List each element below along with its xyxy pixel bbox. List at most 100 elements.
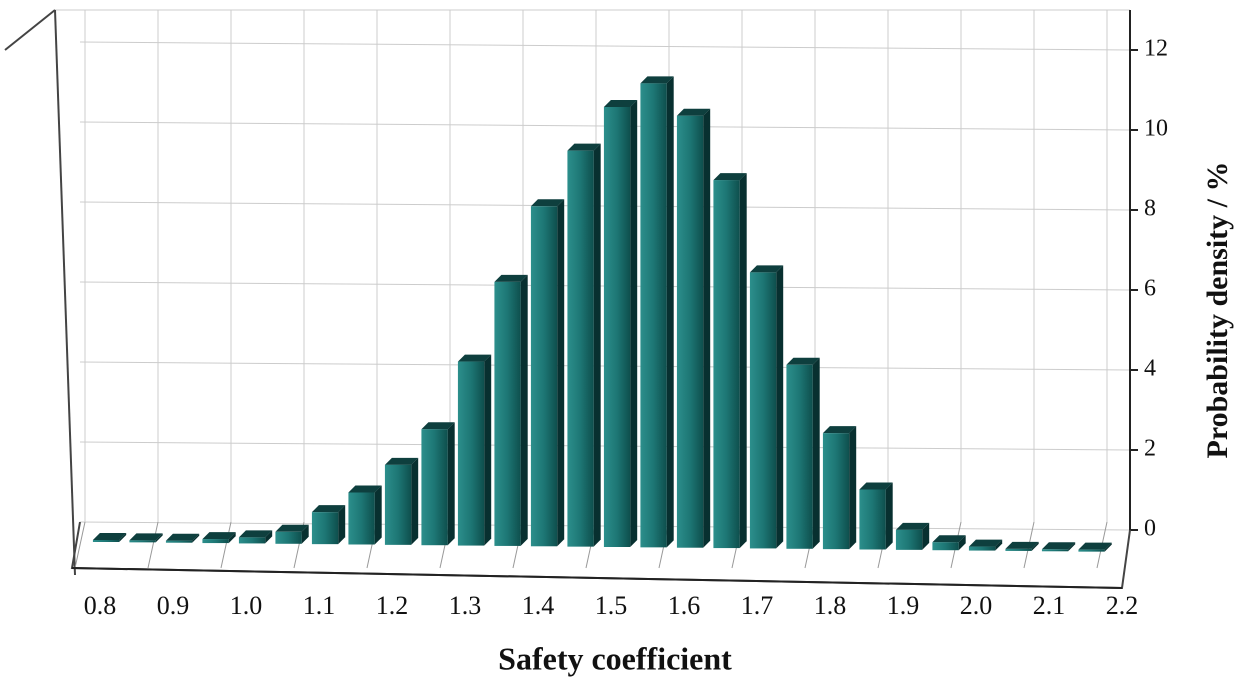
bar-top	[238, 530, 273, 538]
bar	[603, 107, 631, 547]
x-tick-label: 2.2	[1106, 591, 1139, 620]
bar	[968, 546, 996, 551]
bar-top	[457, 354, 492, 362]
bar	[1005, 548, 1032, 551]
bar-side	[265, 530, 273, 544]
bar-side	[338, 505, 346, 545]
y-axis-title: Probability density / %	[1201, 162, 1234, 459]
bar-side	[849, 426, 857, 550]
bar	[822, 433, 850, 550]
bar-top	[713, 173, 747, 181]
bar-top	[822, 426, 857, 434]
bar-side	[374, 485, 382, 545]
y-tick-label: 6	[1144, 276, 1156, 302]
bar-side	[484, 354, 492, 546]
bar-top	[275, 524, 309, 532]
bar-side	[557, 199, 565, 547]
bar	[1078, 549, 1105, 552]
bar-side	[520, 274, 528, 546]
bar-top	[384, 457, 419, 465]
x-tick-label: 1.0	[230, 591, 263, 620]
bar-top	[895, 522, 930, 530]
bar	[494, 281, 521, 546]
bar-side	[228, 532, 236, 544]
y-tick-label: 8	[1144, 196, 1156, 222]
x-tick-label: 1.4	[522, 591, 555, 620]
bar-top	[1005, 541, 1039, 549]
bar-side	[192, 533, 200, 543]
bar-top	[311, 505, 346, 513]
bar-side	[739, 173, 747, 549]
bar	[786, 364, 813, 549]
bar-top	[1041, 542, 1076, 550]
y-tick-label: 2	[1144, 436, 1156, 462]
bar	[238, 537, 266, 544]
bar-top	[786, 357, 820, 365]
bar	[92, 540, 120, 542]
bar-side	[885, 482, 893, 550]
bar	[421, 429, 448, 546]
y-tick-label: 4	[1144, 356, 1156, 382]
bar-side	[301, 524, 309, 544]
x-tick-label: 1.7	[741, 591, 774, 620]
bar-side	[776, 265, 784, 549]
bar-side	[155, 533, 163, 543]
bar	[640, 83, 667, 548]
bar-top	[1078, 542, 1112, 550]
floor-grid-line	[74, 521, 86, 569]
bar	[567, 150, 594, 547]
bar-side	[593, 143, 601, 547]
bar-side	[630, 100, 638, 547]
bar	[859, 489, 886, 550]
bar-side	[703, 108, 711, 548]
bar-top	[421, 422, 455, 430]
bar-side	[1104, 542, 1112, 552]
x-tick-label: 0.8	[84, 591, 117, 620]
x-tick-label: 0.9	[157, 591, 190, 620]
bar	[348, 492, 375, 545]
bar	[275, 531, 302, 544]
y-tick-label: 10	[1144, 116, 1168, 142]
x-tick-label: 1.9	[887, 591, 920, 620]
bar-side	[995, 539, 1003, 551]
bar	[676, 115, 704, 548]
bar-side	[922, 522, 930, 550]
bar-top	[165, 533, 200, 541]
bar-top	[348, 485, 382, 493]
bar-top	[859, 482, 893, 490]
y-tick-label: 0	[1144, 516, 1156, 542]
x-tick-label: 1.5	[595, 591, 628, 620]
bar-top	[676, 108, 711, 116]
x-tick-label: 1.2	[376, 591, 409, 620]
bar	[165, 540, 193, 543]
bar-top	[932, 535, 966, 543]
bar	[713, 180, 740, 549]
bar	[311, 512, 339, 545]
bar-side	[411, 457, 419, 545]
bar-top	[968, 539, 1003, 547]
bar	[457, 361, 485, 546]
x-tick-label: 2.0	[960, 591, 993, 620]
x-tick-label: 1.3	[449, 591, 482, 620]
bar-top	[530, 199, 565, 207]
floor-grid-line	[147, 521, 159, 569]
bar	[129, 540, 156, 543]
grid-line	[79, 41, 1131, 51]
bar-top	[603, 100, 638, 107]
x-axis	[71, 567, 1123, 589]
bar-side	[1031, 541, 1039, 551]
bar	[202, 539, 229, 544]
bar-side	[666, 76, 674, 548]
x-tick-label: 2.1	[1033, 591, 1066, 620]
bar-side	[447, 422, 455, 546]
x-tick-label: 1.6	[668, 591, 701, 620]
bar-top	[640, 76, 674, 84]
x-tick-label: 1.8	[814, 591, 847, 620]
bar-top	[202, 532, 236, 540]
bar-top	[749, 265, 784, 273]
bar-side	[119, 533, 127, 542]
bar	[384, 464, 412, 545]
bar-side	[958, 535, 966, 551]
bar-top	[494, 274, 528, 282]
